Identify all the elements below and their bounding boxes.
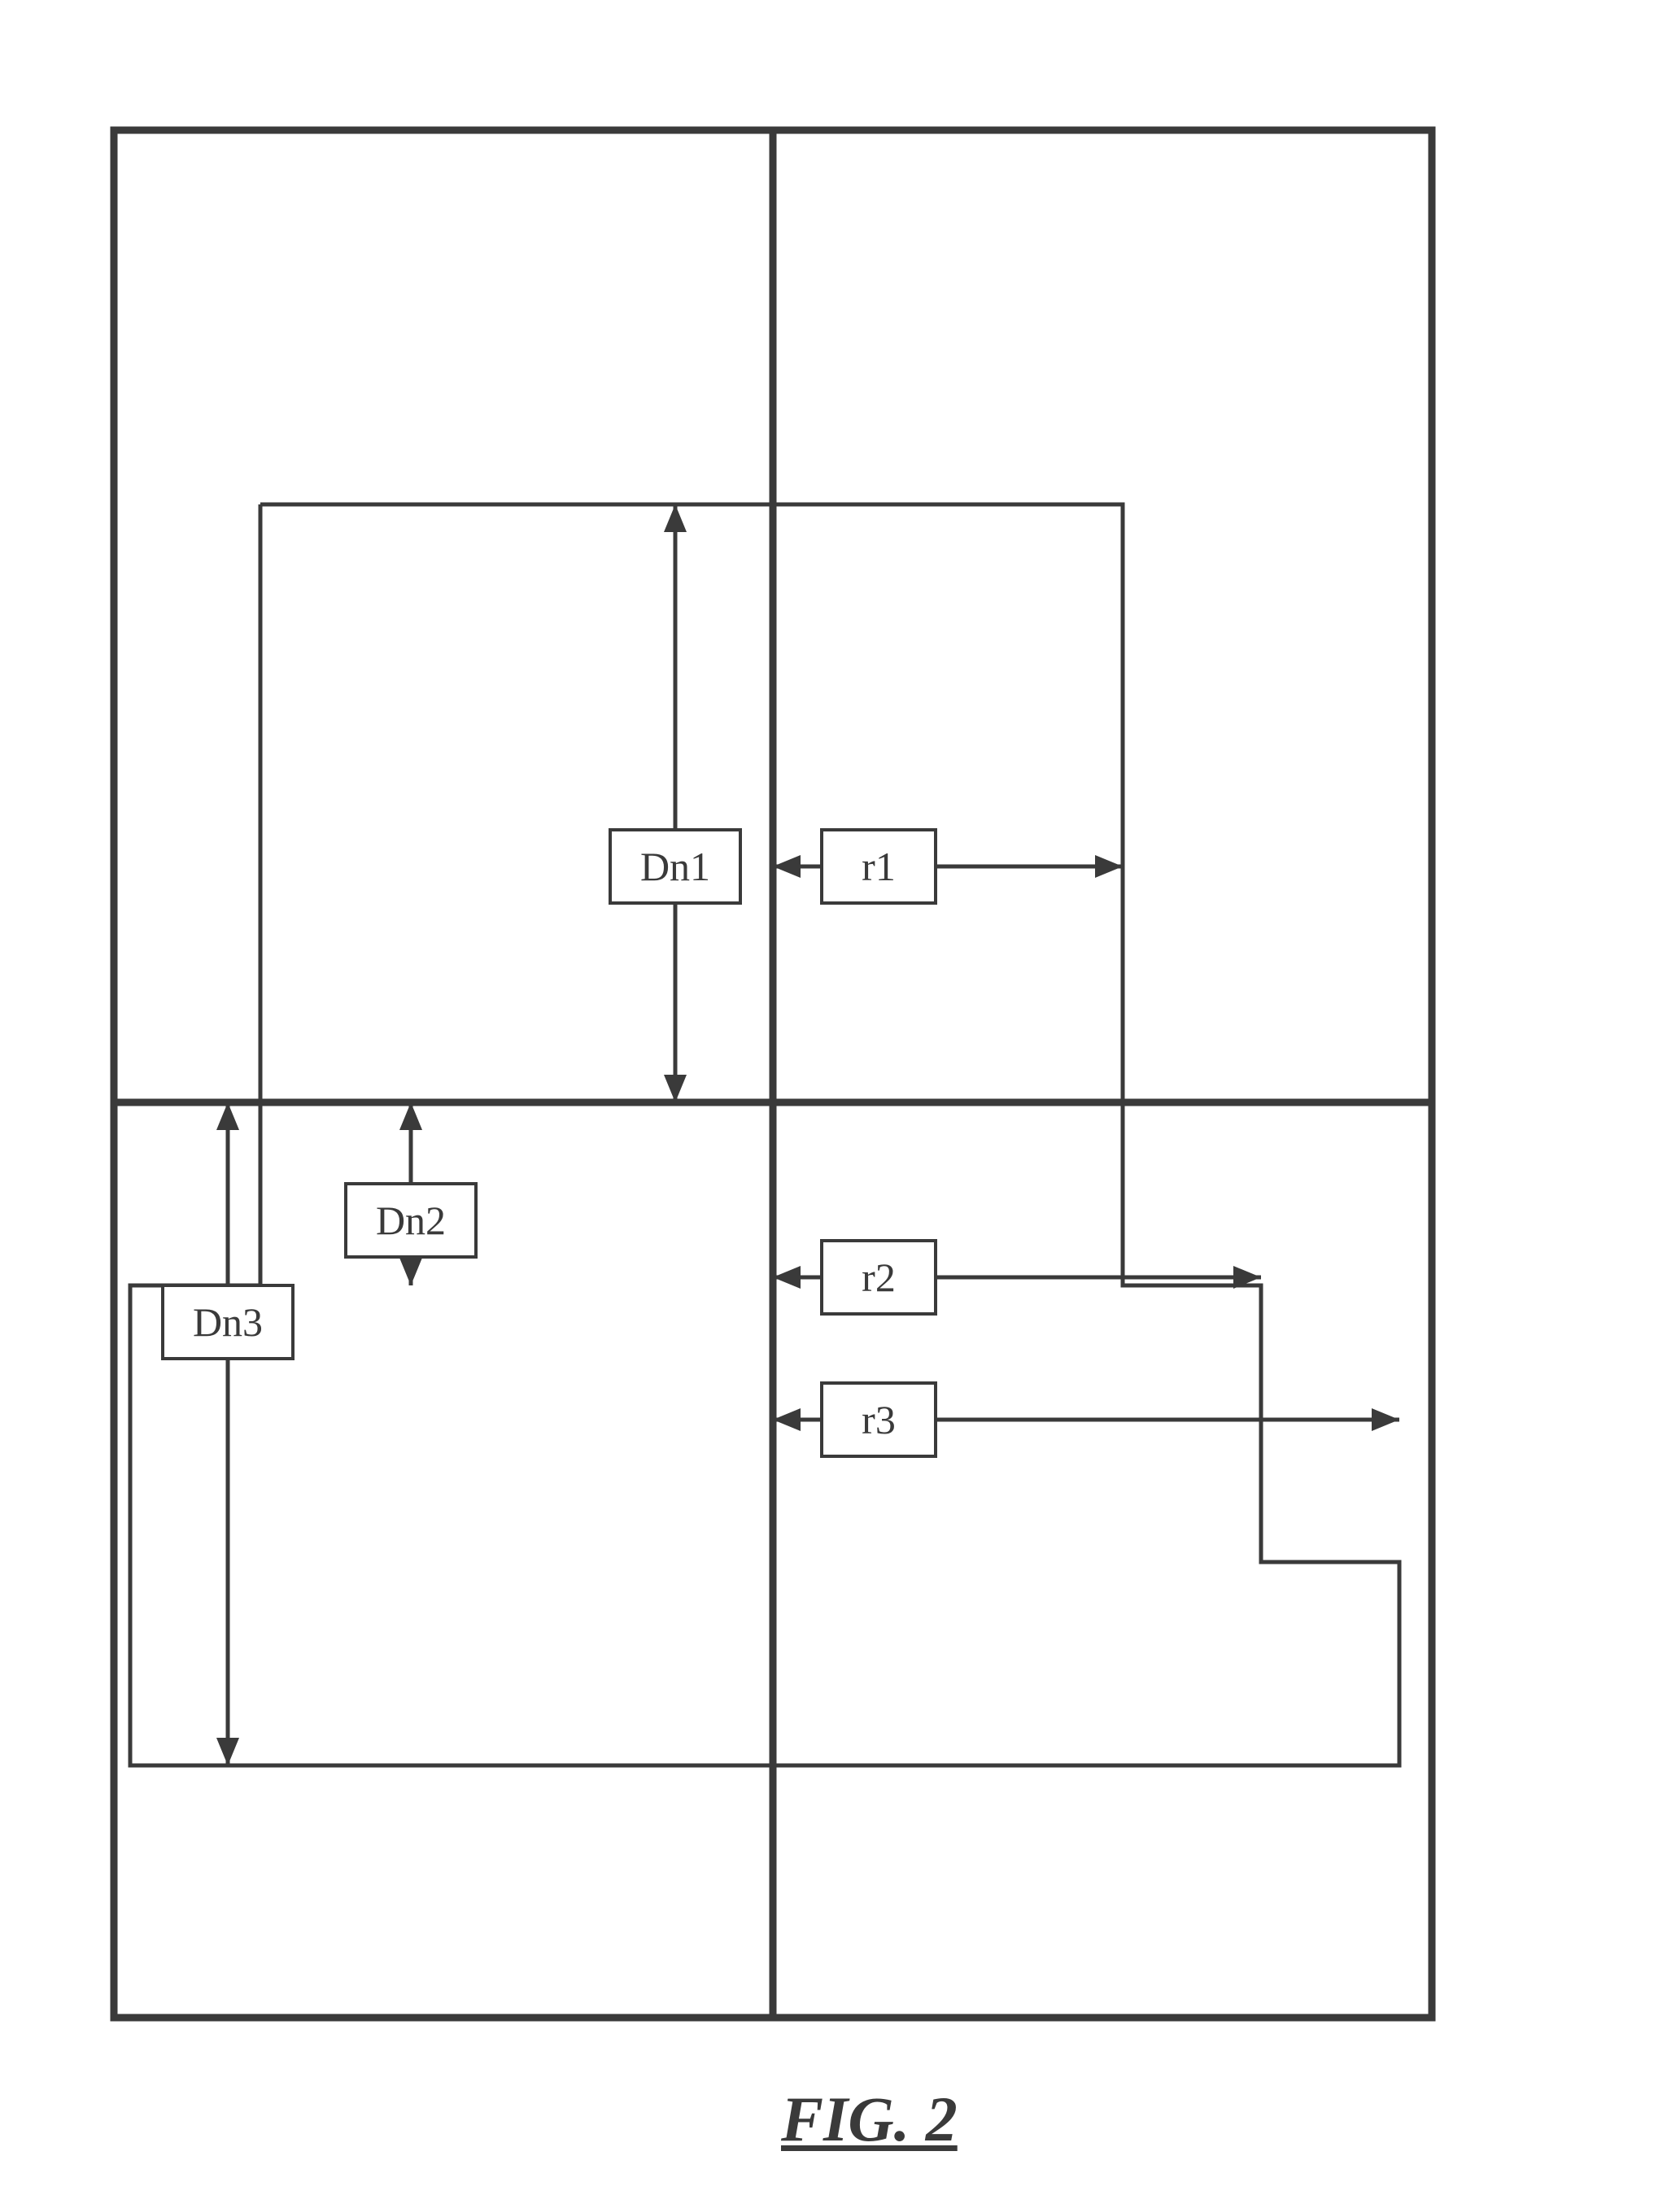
label-box-Dn2: Dn2	[346, 1184, 476, 1257]
label-text-Dn3: Dn3	[193, 1299, 263, 1345]
arrow-Dn1-span	[664, 504, 687, 1102]
arrow-Dn3-span	[216, 1102, 239, 1765]
label-text-Dn1: Dn1	[640, 844, 710, 889]
label-text-Dn2: Dn2	[376, 1198, 446, 1243]
label-text-r2: r2	[862, 1255, 896, 1300]
diagram-svg: r1 r2 r3 Dn1 Dn2 Dn3	[0, 0, 1680, 2208]
label-text-r3: r3	[862, 1397, 896, 1442]
figure-label: FIG. 2	[781, 2083, 958, 2156]
label-box-r1: r1	[822, 830, 936, 903]
step-profile	[130, 504, 1399, 1765]
label-box-Dn1: Dn1	[610, 830, 740, 903]
label-text-r1: r1	[862, 844, 896, 889]
label-box-r3: r3	[822, 1383, 936, 1456]
label-box-r2: r2	[822, 1241, 936, 1314]
label-box-Dn3: Dn3	[163, 1285, 293, 1359]
